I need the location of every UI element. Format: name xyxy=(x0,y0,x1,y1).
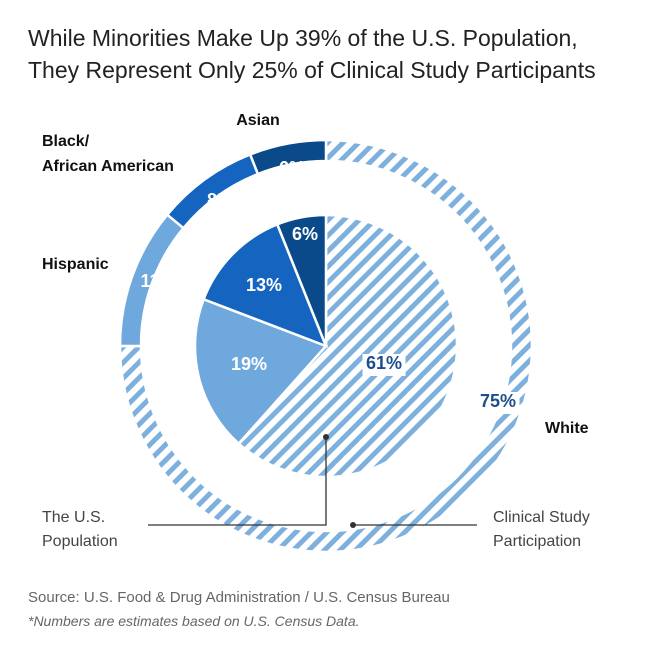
study-label-bg-white xyxy=(476,392,520,414)
footnote: *Numbers are estimates based on U.S. Cen… xyxy=(28,613,360,629)
study-slice-asian xyxy=(248,138,328,176)
population-slice-white xyxy=(236,213,459,479)
population-value-label-white: 61% xyxy=(366,353,402,373)
series-label-population-line1: The U.S. xyxy=(42,509,105,526)
series-label-population-line2: Population xyxy=(42,533,118,550)
series-label-study-line2: Participation xyxy=(493,533,581,550)
category-labels: Asian Black/ African American Hispanic W… xyxy=(42,112,589,437)
study-value-label-hispanic: 11% xyxy=(140,271,175,291)
series-labels: The U.S. Population Clinical Study Parti… xyxy=(42,509,590,550)
title-line-1: While Minorities Make Up 39% of the U.S.… xyxy=(28,25,578,51)
study-value-label-white: 75% xyxy=(480,391,516,411)
population-leader-line xyxy=(148,437,327,526)
study-leader-dot xyxy=(350,522,356,528)
value-labels: 75% 11% 8% 6% 61% 19% 13% 6% xyxy=(140,158,520,414)
category-label-white: White xyxy=(545,420,589,437)
category-label-asian: Asian xyxy=(236,112,280,129)
inner-pie-population xyxy=(193,213,459,479)
source-note: Source: U.S. Food & Drug Administration … xyxy=(28,589,450,606)
population-value-label-black: 13% xyxy=(246,275,282,295)
population-slice-asian xyxy=(275,213,328,347)
study-slice-white xyxy=(118,138,534,554)
population-slice-black xyxy=(202,222,329,349)
population-label-bg-white xyxy=(362,354,406,376)
chart-title: While Minorities Make Up 39% of the U.S.… xyxy=(28,22,638,86)
study-value-label-asian: 6% xyxy=(279,158,305,178)
population-slice-hispanic xyxy=(193,297,329,446)
category-label-black-line1: Black/ xyxy=(42,133,90,150)
series-label-study-line1: Clinical Study xyxy=(493,509,590,526)
category-label-black-line2: African American xyxy=(42,158,174,175)
population-value-label-asian: 6% xyxy=(292,224,318,244)
population-value-label-hispanic: 19% xyxy=(231,354,267,374)
title-line-2: They Represent Only 25% of Clinical Stud… xyxy=(28,57,596,83)
category-label-hispanic: Hispanic xyxy=(42,256,109,273)
outer-ring-study xyxy=(118,138,534,554)
population-leader-dot xyxy=(323,434,329,440)
study-value-label-black: 8% xyxy=(207,190,233,210)
leader-lines xyxy=(148,434,477,528)
